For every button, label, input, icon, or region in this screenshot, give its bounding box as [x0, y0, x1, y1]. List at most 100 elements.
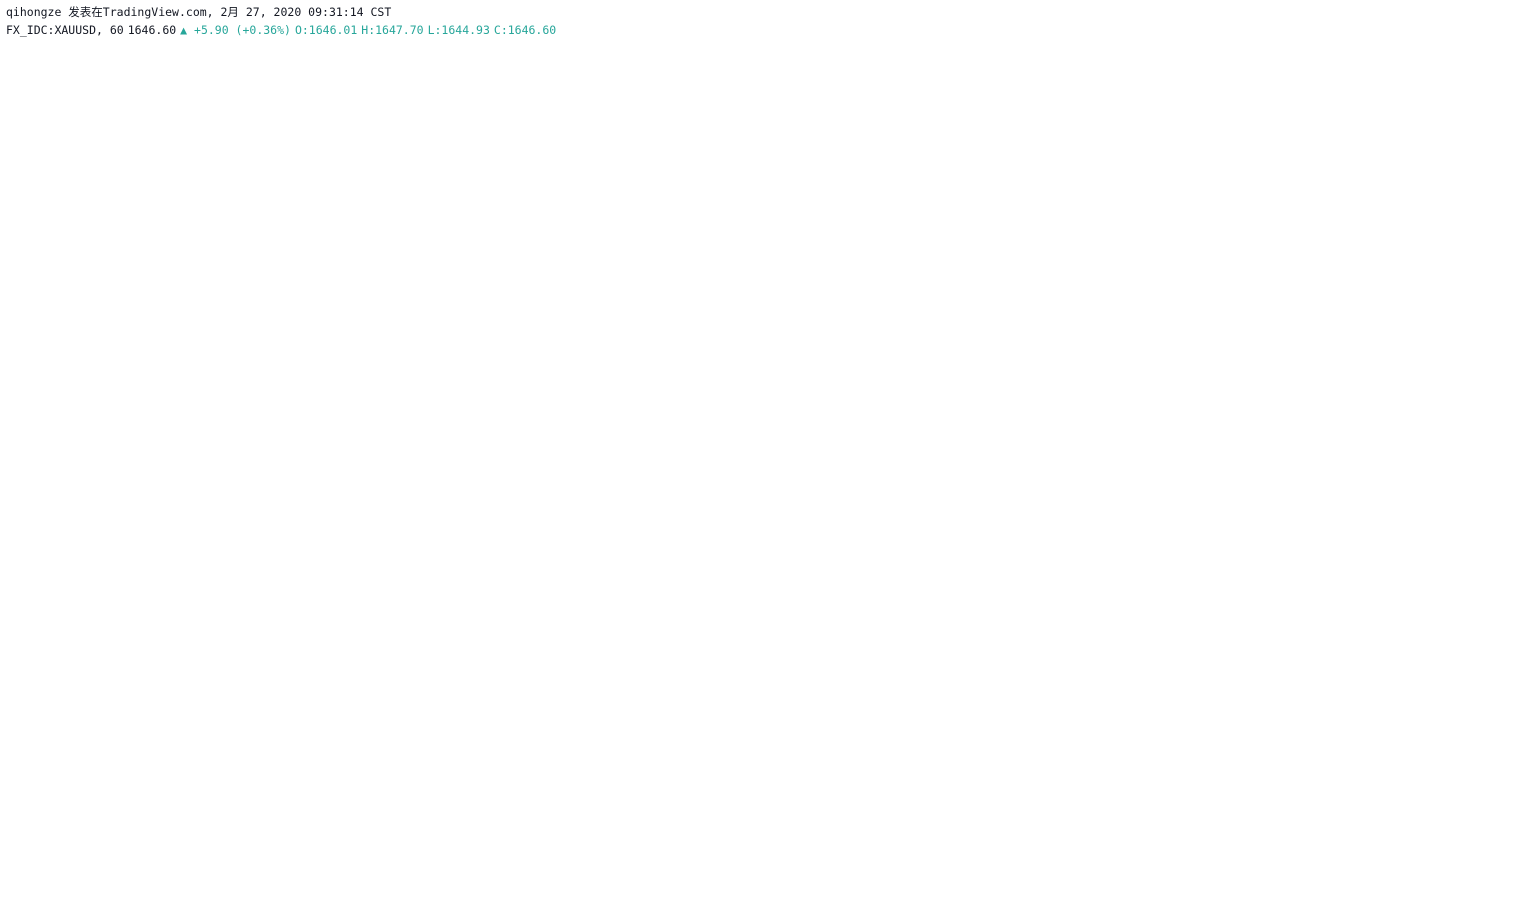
- symbol-line: FX_IDC:XAUUSD, 60 1646.60 ▲ +5.90 (+0.36%)…: [6, 23, 560, 37]
- candle-body: [713, 505, 719, 524]
- y-tick-label: 1616.00: [1461, 778, 1507, 791]
- candle-body: [655, 555, 661, 601]
- candle-body: [473, 451, 479, 506]
- x-tick-label: 28: [990, 861, 1004, 874]
- resistance-line: [739, 433, 1113, 436]
- last-price-label: 1646.60: [1461, 503, 1507, 516]
- x-tick-label: 3: [1391, 861, 1398, 874]
- candle-body: [126, 622, 132, 637]
- candle-body: [225, 505, 231, 538]
- candle-body: [333, 177, 339, 268]
- event-label: 37 4 2: [974, 828, 1003, 838]
- candle-body: [151, 600, 157, 623]
- y-tick-label: 1612.00: [1461, 814, 1507, 827]
- candle-body: [432, 398, 438, 461]
- candle-body: [233, 537, 239, 542]
- candle-body: [614, 478, 620, 533]
- event-label: 3 5 3: [1387, 828, 1410, 838]
- candle-body: [788, 600, 794, 623]
- candle-body: [572, 478, 578, 520]
- candle-body: [43, 735, 49, 745]
- candle-body: [457, 389, 463, 466]
- candle-body: [771, 532, 777, 637]
- candle-body: [266, 339, 272, 385]
- candle-body: [531, 478, 537, 569]
- candle-body: [192, 523, 198, 560]
- ohlc: O:1646.01: [294, 23, 358, 37]
- y-tick-label: 1640.00: [1461, 562, 1507, 575]
- candle-body: [118, 631, 124, 659]
- candle-body: [746, 469, 752, 488]
- candle-body: [60, 726, 66, 745]
- candle-body: [589, 447, 595, 488]
- candle-body: [738, 465, 744, 479]
- candle-body: [862, 514, 868, 538]
- candle-body: [721, 505, 727, 515]
- candle-body: [242, 540, 248, 542]
- candle-body: [697, 523, 703, 556]
- event-icon: [1172, 828, 1192, 848]
- candle-body: [829, 492, 835, 605]
- candle-body: [705, 523, 711, 551]
- candle-body: [300, 366, 306, 390]
- y-tick-label: 1676.00: [1461, 238, 1507, 251]
- x-tick-label: 3月: [1236, 861, 1254, 874]
- candle-body: [688, 550, 694, 569]
- candle-body: [175, 537, 181, 583]
- candle-body: [415, 263, 421, 282]
- y-tick-label: 1624.00: [1461, 706, 1507, 719]
- grid: [7, 42, 1453, 853]
- candle-body: [109, 658, 115, 677]
- candle-body: [366, 173, 372, 210]
- y-tick-label: 1664.00: [1461, 346, 1507, 359]
- candle-body: [564, 505, 570, 524]
- candle-body: [217, 501, 223, 556]
- candle-body: [184, 532, 190, 542]
- y-tick-label: 1628.00: [1461, 670, 1507, 683]
- candle-body: [424, 272, 430, 461]
- y-tick-label: 1620.00: [1461, 742, 1507, 755]
- y-tick-label: 1696.00: [1461, 58, 1507, 71]
- candle-body: [804, 555, 810, 569]
- y-tick-label: 1680.00: [1461, 202, 1507, 215]
- candle-body: [663, 537, 669, 565]
- candle-body: [51, 739, 57, 745]
- y-tick-label: 1652.00: [1461, 454, 1507, 467]
- candle-body: [647, 585, 653, 587]
- event-icon: [962, 828, 982, 848]
- candle-body: [440, 393, 446, 403]
- candle-body: [357, 146, 363, 192]
- candle-body: [730, 460, 736, 515]
- zigzag: [865, 438, 995, 595]
- annotation: 画龙画彩虹，高抛低吸，极限卡位。: [564, 340, 1012, 373]
- candle-body: [779, 613, 785, 637]
- drawings: [728, 392, 1213, 662]
- candle-body: [291, 366, 297, 390]
- candle-body: [821, 487, 827, 520]
- arrows: [728, 392, 952, 662]
- x-tick-label: 27: [792, 861, 806, 874]
- candle-body: [515, 496, 521, 605]
- candle-body: [27, 744, 33, 767]
- x-tick-label: 25: [395, 861, 409, 874]
- y-tick-label: 1648.00: [1461, 490, 1507, 503]
- author-line: qihongze 发表在TradingView.com, 2月 27, 2020…: [6, 4, 395, 20]
- level-tag: [1453, 698, 1515, 715]
- x-tick-label: 24: [246, 861, 260, 874]
- candle-body: [134, 600, 140, 637]
- y-tick-label: 1688.00: [1461, 130, 1507, 143]
- y-tick-label: 1672.00: [1461, 274, 1507, 287]
- candle-body: [35, 739, 41, 749]
- y-tick-label: 1668.00: [1461, 310, 1507, 323]
- frame: [6, 41, 1516, 881]
- y-tick-label: 1660.00: [1461, 382, 1507, 395]
- candle-body: [490, 416, 496, 439]
- last-price-tag: [1453, 501, 1515, 518]
- candle-body: [597, 443, 603, 524]
- y-tick-label: 1644.00: [1461, 526, 1507, 539]
- x-tick-label: 12:00: [684, 861, 716, 874]
- support-line: [805, 605, 1213, 609]
- candle-body: [68, 726, 74, 749]
- y-tick-label: 1636.00: [1461, 598, 1507, 611]
- candle-body: [539, 469, 545, 497]
